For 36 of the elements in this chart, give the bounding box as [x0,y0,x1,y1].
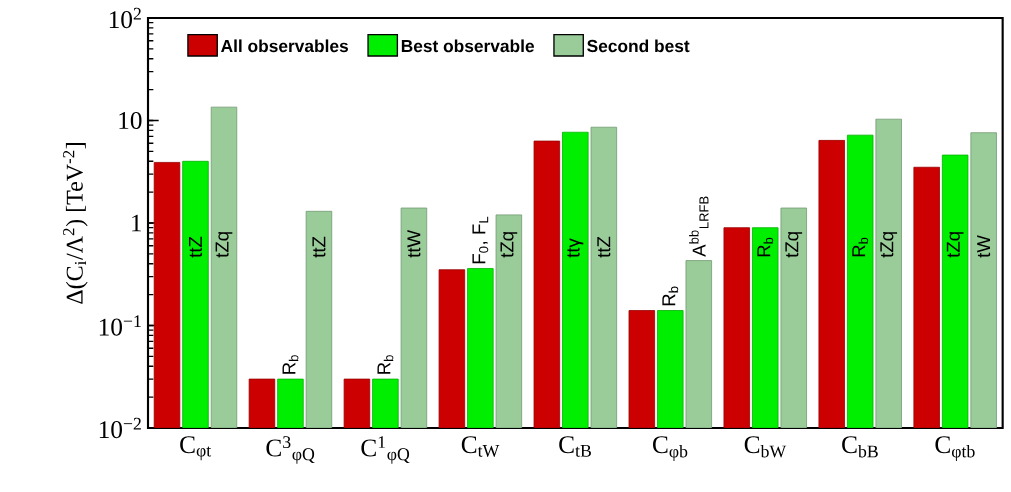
y-axis-title: Δ(C$_{i}$/Λ$^{2}$) [TeV$^{-2}$] [63,143,88,304]
legend-label: All observables [221,39,348,53]
data-label: tZq [880,232,898,258]
x-tick-label: C$_{φtb}$ [935,436,975,462]
data-label: tZq [500,232,518,258]
data-label: tZq [946,232,964,258]
x-tick-label: C$^{1}$φQ [361,436,410,464]
data-label: F$_{0}$, F$_{L}$ [472,216,489,264]
data-label: tZq [785,232,803,258]
x-tick-label: C$_{φt}$ [180,436,212,461]
x-tick-label: C$_{tB}$ [559,436,591,457]
data-label: R$_{b}$ [852,237,869,257]
y-tick-label: 1 [132,214,141,232]
data-label: R$_{b}$ [757,237,774,257]
data-label: R$_{b}$ [662,286,679,306]
data-label: A$^{bb}$LRFB [689,196,709,257]
x-tick-label: C$_{tW}$ [461,436,500,457]
x-tick-label: C$^{3}$φQ [266,436,315,464]
y-tick-label: 10 [119,111,142,130]
y-tick-label: 10$^{−1}$ [99,315,141,336]
data-label: tW [977,235,991,258]
data-label: ttγ [567,238,584,258]
legend-label: Second best [587,39,690,53]
data-label: ttZ [189,236,202,258]
x-tick-label: C$_{φb}$ [653,436,688,462]
y-tick-label: 10$^{2}$ [109,7,141,29]
data-label: ttZ [312,236,326,258]
x-tick-label: C$_{bW}$ [744,436,787,458]
data-label: R$_{b}$ [377,355,394,374]
data-label: ttW [407,229,421,258]
data-label: ttZ [597,236,611,258]
y-tick-label: 10$^{−2}$ [99,417,141,439]
data-label: tZq [215,232,233,258]
legend-label: Best observable [401,39,535,53]
x-tick-label: C$_{bB}$ [842,436,878,458]
data-label: R$_{b}$ [282,355,299,374]
